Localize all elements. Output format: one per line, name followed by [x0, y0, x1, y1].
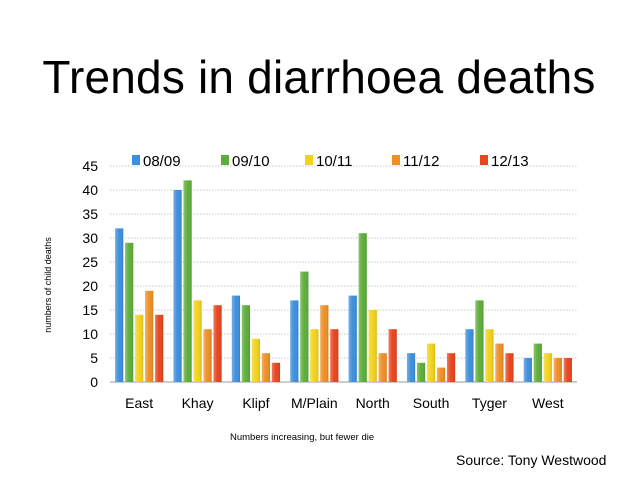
legend-swatch — [305, 155, 313, 165]
y-tick-label: 10 — [82, 326, 98, 342]
y-tick-label: 35 — [82, 206, 98, 222]
bar-shading — [368, 310, 377, 382]
x-axis-ticks: East Khay Klipf M/Plain North South Tyger West — [125, 395, 564, 411]
bar-shading — [505, 353, 514, 382]
y-tick-label: 20 — [82, 278, 98, 294]
bar-shading — [563, 358, 572, 382]
x-tick-label: South — [413, 395, 450, 411]
bar-shading — [330, 329, 339, 382]
bar-shading — [193, 300, 202, 382]
bar-shading — [485, 329, 494, 382]
bar-shading — [543, 353, 552, 382]
bar-shading — [135, 314, 144, 382]
legend-label: 09/10 — [232, 153, 270, 170]
x-tick-label: Khay — [182, 395, 214, 411]
bar-shading — [183, 180, 192, 382]
bar-shading — [251, 338, 261, 382]
x-tick-label: East — [125, 395, 153, 411]
legend-swatch — [392, 155, 400, 165]
bar-shading — [553, 358, 562, 382]
y-tick-label: 30 — [82, 230, 98, 246]
y-tick-label: 0 — [90, 374, 98, 390]
bar-shading — [241, 305, 251, 382]
bar-shading — [145, 290, 154, 382]
source-credit: Source: Tony Westwood — [456, 452, 607, 468]
bar-shading — [416, 362, 426, 382]
bar-shading — [426, 343, 436, 382]
bar-shading — [231, 295, 241, 382]
legend-swatch — [480, 155, 488, 165]
bar-shading — [290, 300, 299, 382]
legend-label: 11/12 — [403, 153, 439, 170]
y-tick-label: 5 — [90, 350, 98, 366]
bar-shading — [406, 353, 416, 382]
legend: 08/09 09/10 10/11 11/12 12/13 — [132, 153, 529, 170]
bar-shading — [348, 295, 357, 382]
x-tick-label: Klipf — [242, 395, 269, 411]
x-tick-label: M/Plain — [291, 395, 338, 411]
bar-shading — [475, 300, 484, 382]
bar-shading — [436, 367, 446, 382]
bar-shading — [173, 190, 182, 382]
x-tick-label: West — [532, 395, 564, 411]
legend-label: 12/13 — [491, 153, 529, 170]
bar-shading — [378, 353, 387, 382]
bar-shading — [388, 329, 397, 382]
bar-shading — [358, 233, 367, 382]
y-tick-label: 15 — [82, 302, 98, 318]
bar-shading — [125, 242, 134, 382]
chart-note: Numbers increasing, but fewer die — [230, 432, 375, 443]
bar-shading — [495, 343, 504, 382]
bar-shading — [261, 353, 271, 382]
bar-shading — [523, 358, 532, 382]
x-tick-label: North — [356, 395, 390, 411]
bar-shading — [203, 329, 212, 382]
y-axis-label: numbers of child deaths — [43, 237, 53, 333]
bar-shading — [446, 353, 456, 382]
bar-shading — [465, 329, 474, 382]
bar-shading — [155, 314, 164, 382]
y-tick-label: 40 — [82, 182, 98, 198]
bar-shading — [310, 329, 319, 382]
bar-shading — [115, 228, 124, 382]
y-tick-label: 25 — [82, 254, 98, 270]
y-tick-label: 45 — [82, 158, 98, 174]
bar-shading — [213, 305, 222, 382]
legend-label: 08/09 — [143, 153, 181, 170]
x-tick-label: Tyger — [472, 395, 507, 411]
bar-shading — [320, 305, 329, 382]
legend-swatch — [132, 155, 140, 165]
slide-title: Trends in diarrhoea deaths — [42, 51, 596, 103]
bar-shading — [533, 343, 542, 382]
bar-shading — [271, 362, 281, 382]
legend-label: 10/11 — [316, 153, 352, 170]
legend-swatch — [221, 155, 229, 165]
y-axis-ticks: 0 5 10 15 20 25 30 35 40 45 — [82, 158, 98, 390]
bar-shading — [300, 271, 309, 382]
bars — [115, 180, 572, 382]
